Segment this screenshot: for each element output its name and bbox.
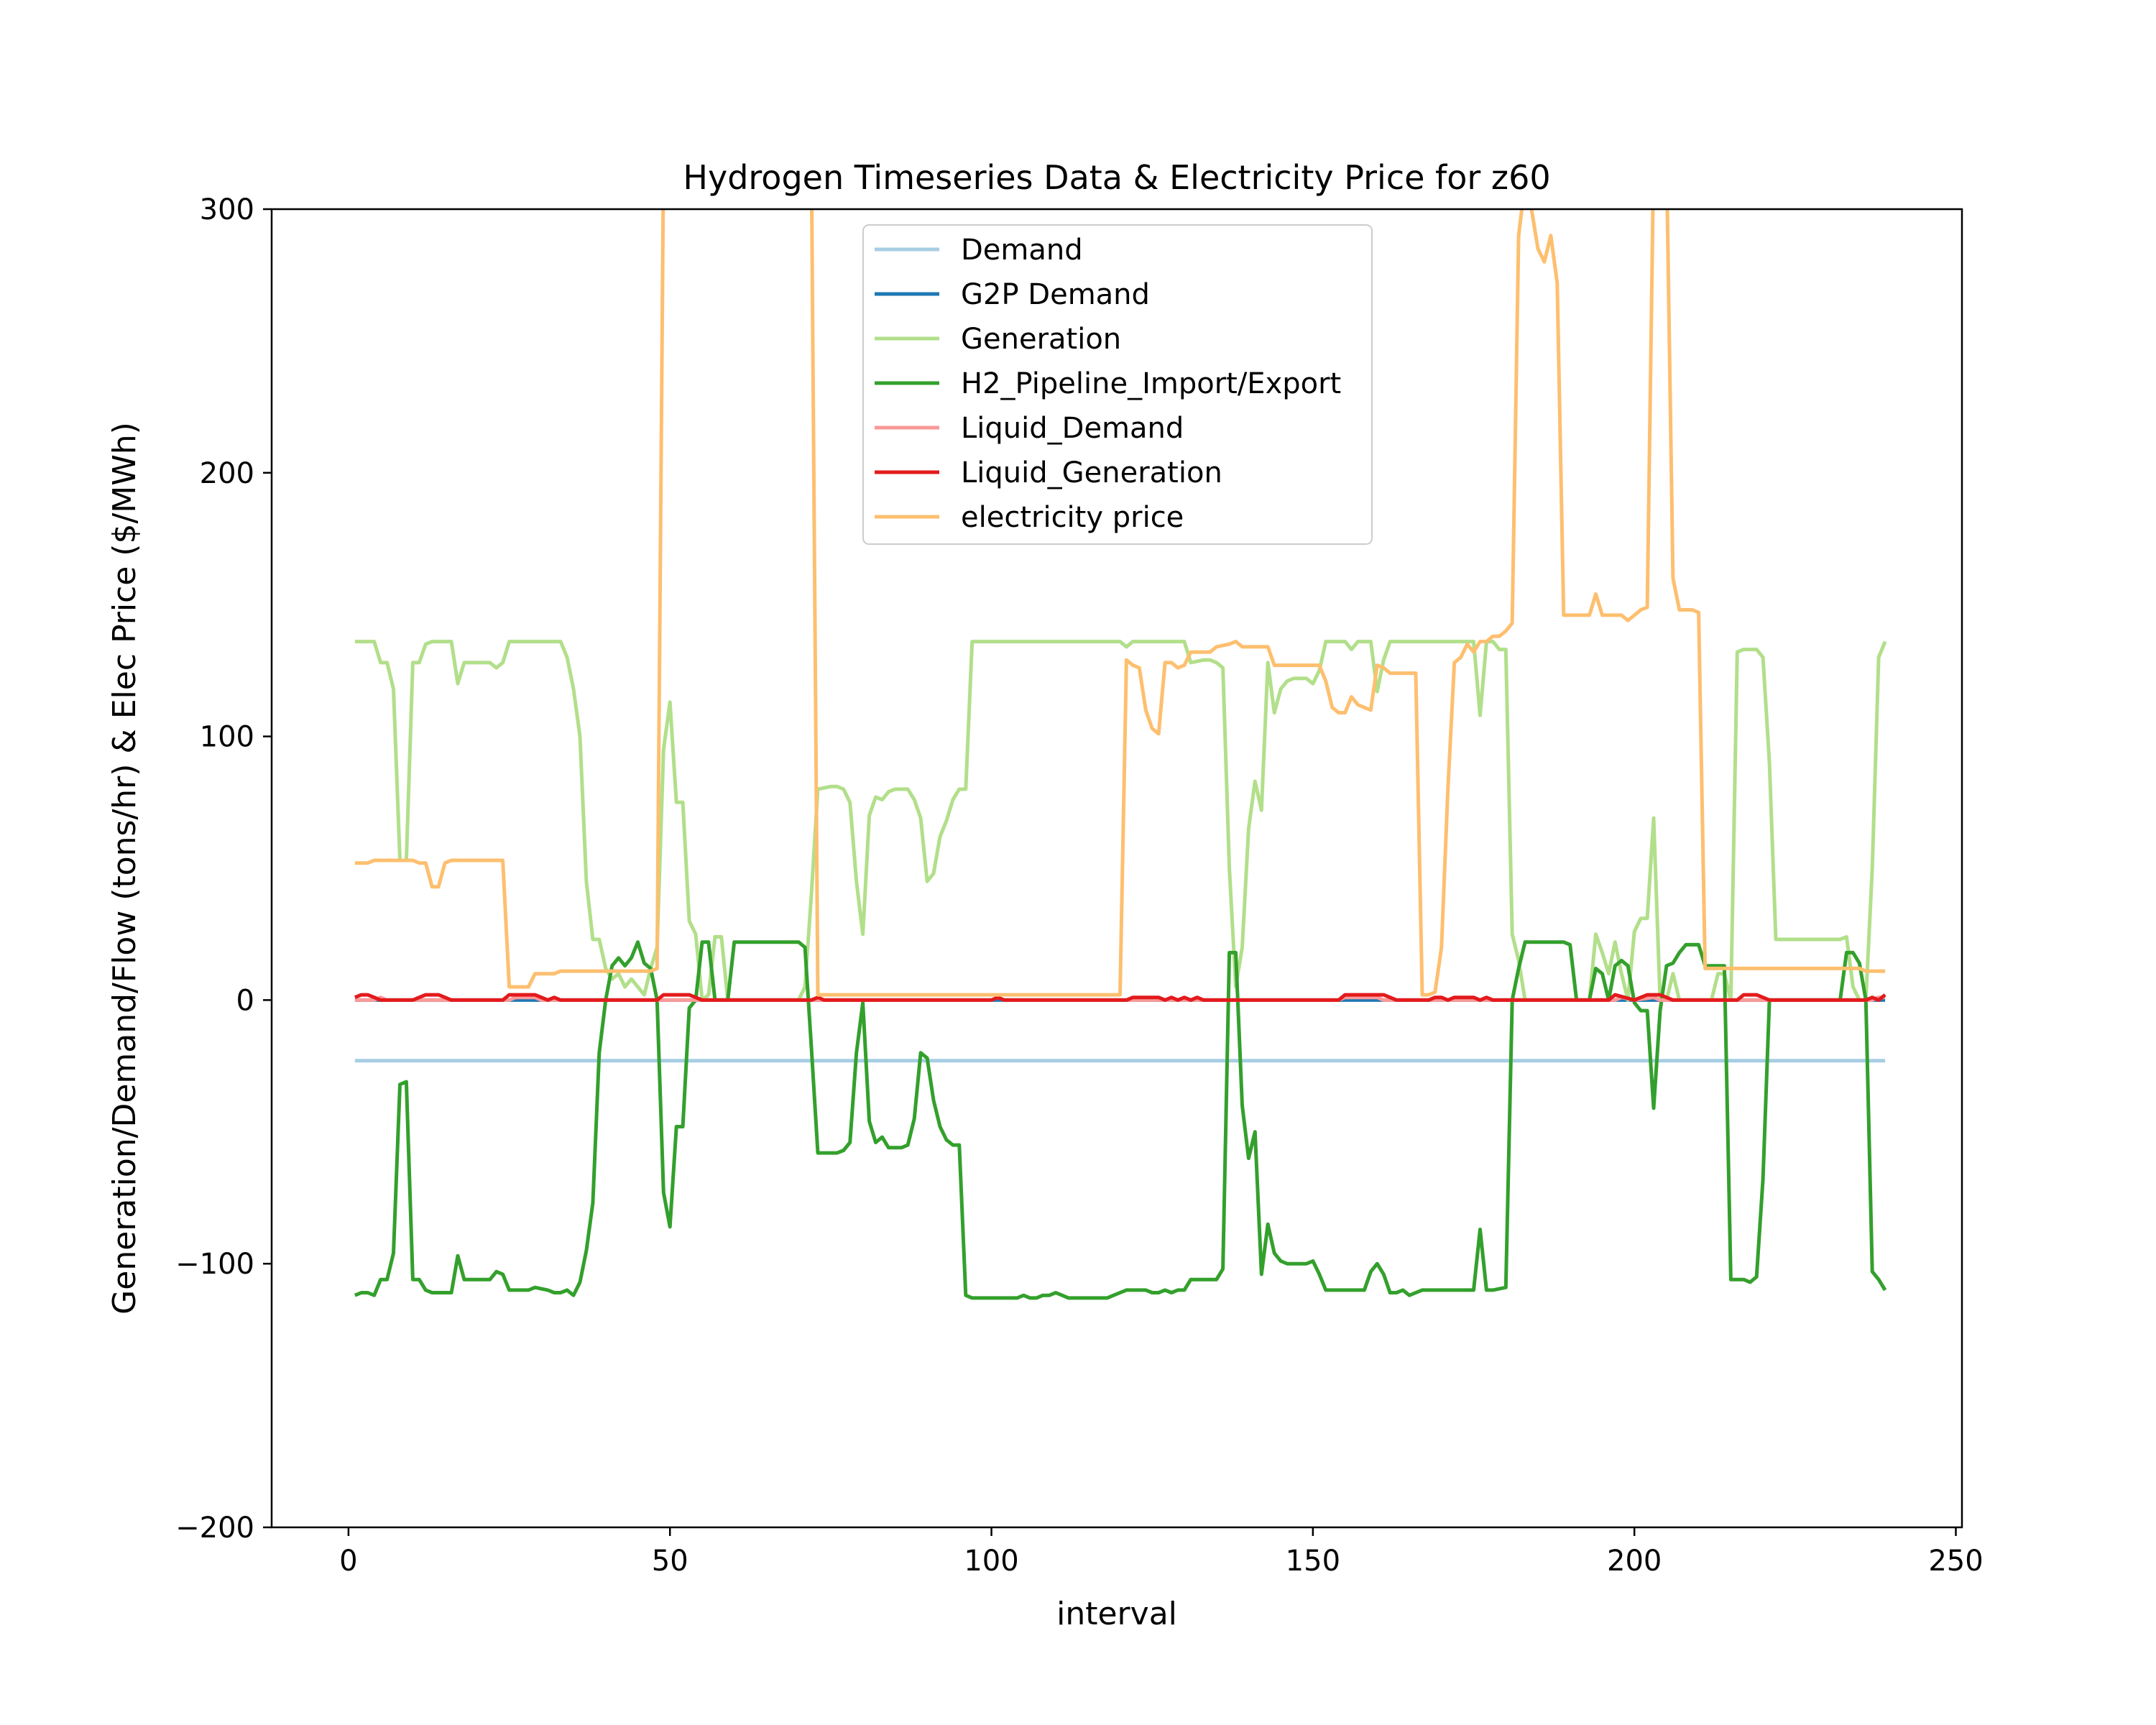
x-axis: 0 50 100 150 200 250 <box>339 1527 1984 1578</box>
series-line-6 <box>354 209 1886 997</box>
chart-title: Hydrogen Timeseries Data & Electricity P… <box>683 158 1550 197</box>
x-tick-label: 250 <box>1928 1545 1983 1578</box>
legend-label: H2_Pipeline_Import/Export <box>961 367 1341 400</box>
y-tick-label: 0 <box>236 984 254 1017</box>
legend-label: G2P Demand <box>961 278 1150 311</box>
y-tick-label: 300 <box>200 193 254 226</box>
y-axis: −200 −100 0 100 200 300 <box>175 193 272 1545</box>
x-tick-label: 50 <box>652 1545 688 1578</box>
series-line-5 <box>354 993 1886 1002</box>
x-tick-label: 100 <box>964 1545 1018 1578</box>
y-axis-label: Generation/Demand/Flow (tons/hr) & Elec … <box>106 422 143 1315</box>
y-tick-label: −100 <box>175 1248 254 1281</box>
y-tick-label: −200 <box>175 1512 254 1545</box>
legend-label: electricity price <box>961 501 1184 534</box>
legend-label: Liquid_Generation <box>961 456 1222 489</box>
series-line-3 <box>354 940 1887 1300</box>
series-line-2 <box>354 640 1887 1002</box>
y-tick-label: 200 <box>200 457 254 490</box>
plot-frame <box>270 208 1963 1529</box>
legend-label: Liquid_Demand <box>961 412 1184 445</box>
series-layer <box>354 209 1887 1300</box>
legend-label: Generation <box>961 323 1121 356</box>
legend-frame <box>862 224 1373 545</box>
x-tick-label: 150 <box>1286 1545 1340 1578</box>
x-axis-label: interval <box>1056 1596 1177 1632</box>
y-tick-label: 100 <box>200 721 254 754</box>
x-tick-label: 200 <box>1607 1545 1662 1578</box>
legend: Demand G2P Demand Generation H2_Pipeline_Im… <box>862 224 1373 545</box>
x-tick-label: 0 <box>339 1545 357 1578</box>
legend-label: Demand <box>961 234 1083 267</box>
